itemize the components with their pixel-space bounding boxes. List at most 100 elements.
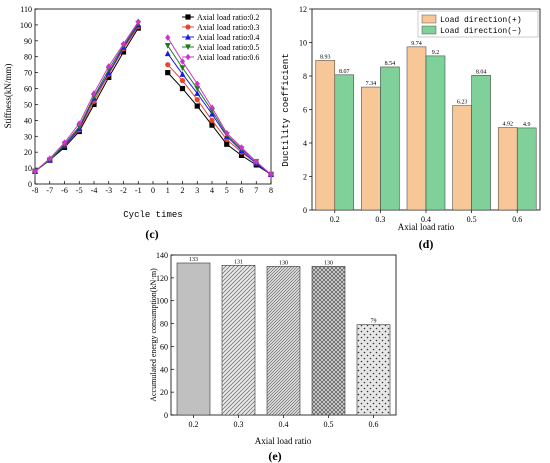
data-point [120,49,127,55]
bar-value-label: 9.2 [432,50,440,56]
legend-swatch [421,25,437,35]
ductility-y-axis-label: Ductility coefficient [281,53,291,166]
data-point [165,34,171,41]
bar-value-label: 131 [234,259,243,265]
panel-label-c: (c) [145,227,158,241]
data-point [185,24,191,30]
bar [266,266,301,416]
data-point [164,42,171,49]
data-point [91,101,97,108]
data-point [194,103,200,109]
y-tick-label: 60 [24,85,32,94]
bar-value-label: 130 [324,260,333,266]
data-point [185,14,191,20]
legend-label: Load direction(−) [440,27,522,36]
data-point [91,90,97,97]
x-tick-label: -2 [120,186,127,195]
data-point [76,120,82,127]
x-tick-label: -7 [46,186,53,195]
x-tick-label: 0.3 [234,420,244,429]
series-line-positive [167,37,272,175]
data-point [224,129,230,137]
series-line-negative [34,21,139,172]
y-tick-label: 10 [24,164,32,173]
data-point [165,70,171,76]
x-tick-label: 6 [240,186,244,195]
y-tick-label: 12 [299,5,307,14]
data-point [185,44,191,51]
y-tick-label: 8 [303,72,307,81]
y-tick-label: 100 [156,297,168,306]
data-point [165,62,171,68]
y-tick-label: 20 [24,148,32,157]
x-tick-label: 0.6 [369,420,379,429]
ductility-x-axis-label: Axial load ratio [398,222,455,232]
data-point [224,141,230,147]
data-point [32,168,38,175]
x-tick-label: -5 [76,186,83,195]
bar-value-label: 8.54 [385,61,396,67]
legend-swatch [421,14,437,24]
bar [406,46,427,211]
y-tick-label: 6 [303,106,307,115]
bar-value-label: 4.9 [523,122,531,128]
x-tick-label: -8 [32,186,39,195]
x-tick-label: 7 [254,186,258,195]
y-tick-label: 60 [160,342,168,351]
data-point [135,18,141,25]
bar-value-label: 6.23 [457,100,468,106]
bar [221,264,256,416]
data-point [179,71,186,77]
data-point [164,50,171,57]
x-tick-label: 4 [210,186,214,195]
x-tick-label: -6 [61,186,68,195]
y-tick-label: 4 [303,139,307,148]
data-point [238,152,245,158]
x-tick-label: 2 [181,186,185,195]
data-point [61,139,68,146]
y-tick-label: 140 [156,251,168,260]
x-tick-label: 8 [269,186,273,195]
bar [471,75,491,211]
x-tick-label: 0.3 [375,215,385,224]
data-point [179,65,186,71]
bar [356,324,391,416]
energy-x-axis-label: Axial load ratio [255,436,312,446]
x-tick-label: -3 [105,186,112,195]
y-tick-label: 110 [20,5,32,14]
y-tick-label: 0 [164,411,168,420]
y-tick-label: 0 [303,206,307,215]
panel-label-e: (e) [268,449,281,463]
bar-value-label: 8.04 [476,69,487,75]
bar [176,262,211,416]
data-point [253,158,259,165]
x-tick-label: 0.6 [512,215,522,224]
panel-label-d: (d) [419,237,434,251]
y-tick-label: 10 [299,39,307,48]
data-point [106,63,112,70]
bar-value-label: 7.34 [366,81,377,87]
energy-chart: 0 20 40 60 80 100 120 140 0.2 0.3 0.4 0.5 0.6 133 131… [149,251,397,463]
data-point [194,85,201,92]
ductility-chart: 0 2 4 6 8 10 12 0.2 0.3 0.4 0.5 0.6 8.93 8.07 7.34 8.5… [281,5,541,251]
y-tick-label: 90 [24,37,32,46]
x-tick-label: 1 [166,186,170,195]
legend-label: Axial load ratio:0.4 [197,33,259,42]
bar [311,266,346,416]
x-tick-label: 0.4 [279,420,289,429]
x-tick-label: 0.5 [467,215,477,224]
x-tick-label: 5 [225,186,229,195]
data-point [194,80,200,87]
bar [425,55,446,211]
y-tick-label: 80 [160,320,168,329]
x-tick-label: -4 [91,186,98,195]
x-tick-label: 0 [151,186,155,195]
x-tick-label: 3 [195,186,199,195]
bar [497,127,518,211]
data-point [185,53,191,61]
bar-value-label: 130 [279,260,288,266]
bar-value-label: 79 [371,319,377,325]
x-tick-label: 0.4 [421,215,431,224]
y-tick-label: 0 [28,180,32,189]
